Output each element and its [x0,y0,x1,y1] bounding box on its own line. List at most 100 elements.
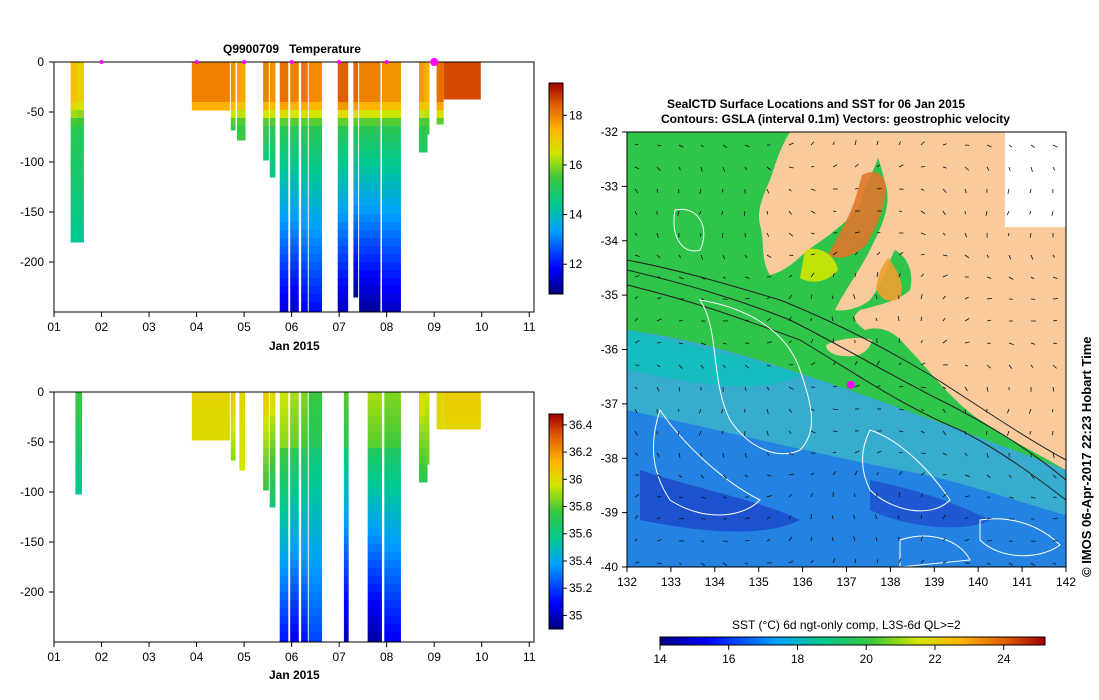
profile-segment [76,78,84,87]
velocity-vector [942,295,946,300]
velocity-vector [874,514,878,520]
profile-segment [308,504,323,513]
profile-segment [353,230,359,239]
map-x-tick-label: 135 [749,575,769,589]
profile-segment [301,182,308,191]
profile-segment [418,392,428,401]
contour-white-6 [899,535,971,567]
profile-segment [424,408,430,417]
profile-segment [279,126,289,135]
profile-segment [263,432,269,441]
velocity-vector [1008,496,1014,499]
velocity-vector [986,562,991,565]
profile-segment [236,70,246,79]
profile-segment [384,536,401,545]
profile-segment [384,480,401,489]
velocity-vector [656,386,660,392]
profile-segment [301,278,308,287]
colorbar-tick-label: 35.8 [569,500,593,514]
profile-segment [269,150,276,159]
colorbar-tick-label: 16 [569,158,583,172]
velocity-vector [986,166,990,171]
sealctd-location-marker[interactable] [846,380,855,389]
profile-segment [70,222,84,231]
profile-segment [301,432,308,441]
velocity-vector [854,231,860,234]
profile-segment [290,270,299,279]
profile-segment [263,416,269,425]
profile-segment [76,70,84,79]
x-tick-label: 09 [428,320,442,334]
profile-segment [279,142,289,151]
gulf-warm-yellow [800,248,838,282]
profile-segment [418,448,428,457]
x-tick-label: 01 [47,320,61,334]
profile-segment [269,456,276,465]
velocity-vector [700,144,704,148]
profile-segment [353,134,359,143]
velocity-vector [766,232,770,237]
profile-segment [424,62,430,71]
velocity-vector [832,408,838,411]
profile-segment [263,424,269,433]
profile-segment [384,472,401,481]
profile-segment [436,78,444,87]
profile-segment [436,102,444,111]
profile-segment [359,150,381,159]
profile-segment [308,608,323,617]
profile-segment [290,286,299,295]
x-tick-label: 04 [190,320,204,334]
velocity-vector [744,386,747,392]
velocity-vector [722,364,726,369]
profile-segment [290,424,299,433]
velocity-vector [744,276,750,279]
profile-segment [301,246,308,255]
profile-segment [418,432,428,441]
velocity-vector [788,316,792,322]
profile-segment [367,600,382,609]
velocity-vector [876,231,881,234]
x-tick-label: 03 [142,650,156,664]
velocity-vector [722,496,727,499]
profile-segment [279,118,289,127]
profile-segment [367,432,382,441]
profile-segment [384,440,401,449]
profile-segment [381,222,401,231]
velocity-vector [852,316,856,322]
profile-segment [290,190,299,199]
profile-segment [308,230,323,239]
profile-segment [381,198,401,207]
profile-segment [343,584,349,593]
velocity-vector [1052,254,1055,258]
profile-segment [301,640,308,643]
profile-segment [359,190,381,199]
profile-segment [301,608,308,617]
velocity-vector [942,274,948,278]
profile-segment [384,640,401,643]
profile-segment [269,62,276,71]
profile-segment [269,496,276,505]
profile-segment [263,464,269,473]
map-y-tick-label: -32 [601,125,619,139]
profile-segment [308,488,323,497]
salinity-xlabel: Jan 2015 [269,668,320,682]
profile-segment [367,408,382,417]
profile-segment [367,624,382,633]
profile-segment [279,62,289,71]
profile-segment [263,488,269,491]
profile-segment [263,158,269,161]
profile-segment [384,592,401,601]
velocity-vector [766,408,769,414]
profile-segment [239,392,246,401]
profile-segment [443,70,481,79]
surface-marker [384,60,389,64]
velocity-vector [898,338,901,344]
velocity-vector [678,517,684,520]
velocity-vector [854,384,860,388]
profile-segment [263,472,269,481]
profile-segment [290,78,299,87]
velocity-vector [810,294,813,300]
velocity-vector [788,142,794,146]
profile-segment [367,552,382,561]
profile-segment [279,632,289,641]
